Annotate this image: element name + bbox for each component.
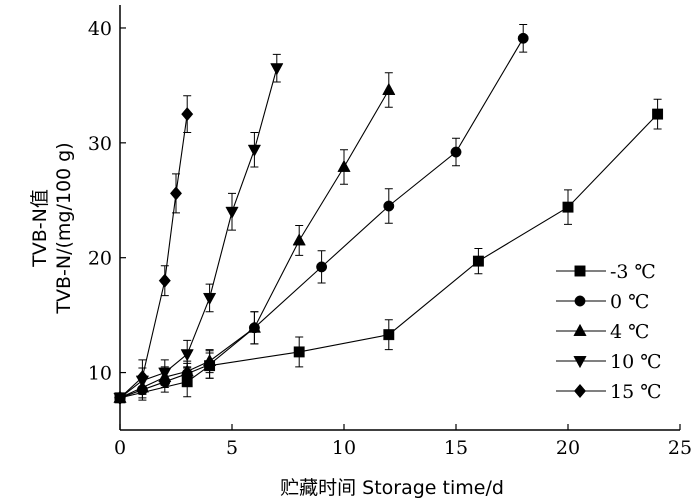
data-point bbox=[169, 186, 183, 201]
legend-label: 0 ℃ bbox=[610, 291, 649, 313]
x-tick-label: 0 bbox=[114, 437, 126, 459]
data-point bbox=[383, 329, 395, 341]
data-point bbox=[158, 273, 171, 288]
axes: 0 5 10 15 20 25 10 20 30 40 bbox=[88, 5, 692, 459]
data-point bbox=[472, 255, 484, 267]
series-line-1 bbox=[119, 38, 524, 399]
data-point bbox=[247, 144, 262, 157]
y-axis-title-unit: TVB-N/(mg/100 g) bbox=[53, 142, 75, 314]
legend-marker bbox=[573, 323, 587, 336]
data-point bbox=[270, 63, 284, 76]
data-markers bbox=[113, 32, 664, 406]
legend-marker bbox=[573, 356, 587, 369]
data-point bbox=[202, 292, 217, 306]
data-point bbox=[181, 107, 194, 122]
y-tick-label: 30 bbox=[88, 133, 112, 155]
data-point bbox=[562, 201, 574, 213]
legend: -3 ℃ 0 ℃ 4 ℃ 10 ℃ 15 ℃ bbox=[556, 261, 661, 403]
data-point bbox=[293, 346, 305, 358]
legend-label: -3 ℃ bbox=[610, 261, 656, 283]
x-tick-label: 20 bbox=[556, 437, 580, 459]
data-point bbox=[180, 364, 194, 377]
y-tick-label: 20 bbox=[88, 248, 112, 270]
data-point bbox=[316, 261, 328, 273]
y-tick-label: 10 bbox=[88, 363, 112, 385]
legend-marker bbox=[573, 383, 587, 399]
legend-label: 4 ℃ bbox=[610, 321, 649, 343]
legend-marker bbox=[574, 295, 586, 307]
data-point bbox=[202, 353, 217, 367]
y-axis-title-cn: TVB-N值 bbox=[29, 189, 51, 268]
series-line-4 bbox=[119, 114, 188, 399]
error-bars bbox=[116, 24, 662, 403]
data-point bbox=[383, 200, 395, 212]
x-axis-title: 贮藏时间 Storage time/d bbox=[280, 477, 504, 499]
series-line-3 bbox=[119, 68, 278, 399]
data-point bbox=[292, 233, 306, 246]
data-point bbox=[225, 206, 239, 219]
data-point bbox=[180, 349, 194, 362]
x-tick-label: 25 bbox=[668, 437, 692, 459]
data-point bbox=[136, 370, 149, 385]
legend-marker bbox=[574, 265, 586, 277]
data-point bbox=[652, 108, 664, 120]
data-point bbox=[158, 367, 172, 380]
data-point bbox=[382, 82, 396, 95]
series-line-0 bbox=[119, 113, 658, 399]
legend-label: 10 ℃ bbox=[610, 351, 661, 373]
data-point bbox=[337, 159, 351, 172]
legend-label: 15 ℃ bbox=[610, 381, 661, 403]
x-tick-label: 5 bbox=[226, 437, 238, 459]
data-point bbox=[247, 320, 262, 333]
y-tick-label: 40 bbox=[88, 18, 112, 40]
data-point bbox=[450, 146, 462, 158]
data-point bbox=[113, 390, 127, 405]
data-point bbox=[517, 32, 529, 44]
x-tick-label: 10 bbox=[332, 437, 356, 459]
x-tick-label: 15 bbox=[444, 437, 468, 459]
